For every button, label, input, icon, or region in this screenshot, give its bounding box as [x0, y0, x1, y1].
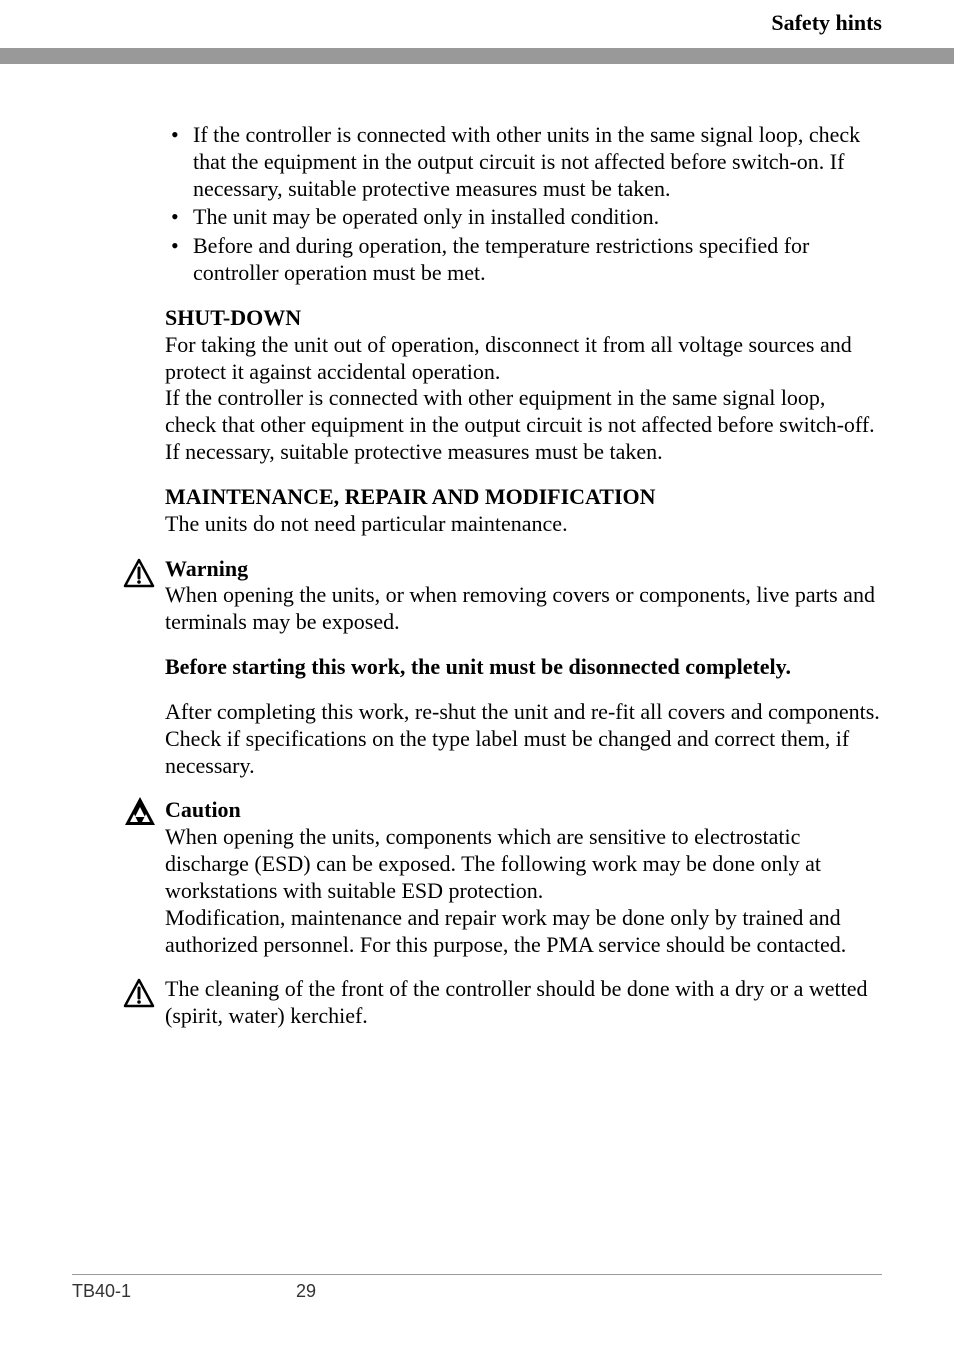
list-item: If the controller is connected with othe…: [165, 122, 882, 202]
cleaning-section: The cleaning of the front of the control…: [165, 976, 882, 1030]
shutdown-heading: SHUT-DOWN: [165, 305, 882, 332]
footer-doc-id: TB40-1: [72, 1281, 131, 1302]
header-bar: [0, 48, 954, 64]
list-item: Before and during operation, the tempera…: [165, 233, 882, 287]
caution-heading: Caution: [165, 797, 241, 822]
cleaning-body: The cleaning of the front of the control…: [165, 976, 882, 1030]
header-region: Safety hints: [0, 0, 954, 64]
warning-body: When opening the units, or when removing…: [165, 582, 882, 636]
warning-triangle-icon: [123, 558, 155, 590]
warning-section: Warning When opening the units, or when …: [165, 556, 882, 636]
before-work-section: Before starting this work, the unit must…: [165, 654, 882, 779]
maintenance-section: MAINTENANCE, REPAIR AND MODIFICATION The…: [165, 484, 882, 538]
list-item: The unit may be operated only in install…: [165, 204, 882, 231]
shutdown-section: SHUT-DOWN For taking the unit out of ope…: [165, 305, 882, 466]
warning-heading: Warning: [165, 556, 248, 581]
caution-section: Caution When opening the units, componen…: [165, 797, 882, 958]
page-content: If the controller is connected with othe…: [0, 64, 954, 1030]
before-work-heading: Before starting this work, the unit must…: [165, 654, 882, 681]
shutdown-body: For taking the unit out of operation, di…: [165, 332, 882, 466]
maintenance-heading: MAINTENANCE, REPAIR AND MODIFICATION: [165, 484, 882, 511]
header-title: Safety hints: [0, 10, 954, 36]
caution-triangle-icon: [123, 795, 155, 827]
page-footer: TB40-1 29: [72, 1274, 882, 1302]
footer-page-number: 29: [296, 1281, 316, 1302]
bullet-list: If the controller is connected with othe…: [165, 122, 882, 287]
before-work-body: After completing this work, re-shut the …: [165, 699, 882, 779]
warning-triangle-icon: [123, 978, 155, 1010]
caution-body: When opening the units, components which…: [165, 824, 882, 958]
maintenance-body: The units do not need particular mainten…: [165, 511, 882, 538]
